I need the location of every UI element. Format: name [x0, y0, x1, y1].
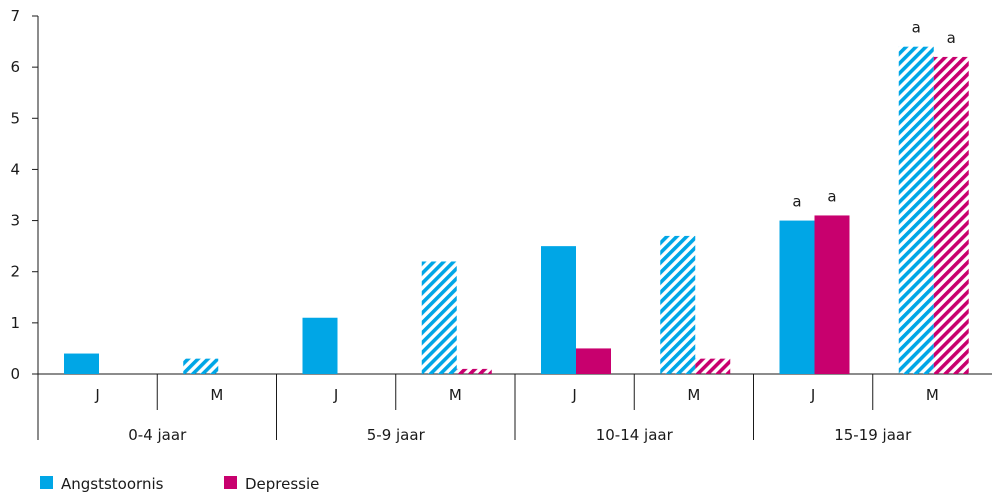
bar-depressie	[576, 348, 611, 374]
bar-annotation: a	[947, 29, 956, 47]
y-tick-label: 5	[10, 109, 20, 127]
y-tick-label: 0	[10, 365, 20, 383]
bar-annotation: a	[827, 187, 836, 205]
bar-angststoornis	[64, 353, 99, 374]
bar-angststoornis	[898, 46, 934, 374]
bar-annotation: a	[912, 19, 921, 37]
x-subcategory-label: M	[210, 386, 223, 404]
bar-depressie	[933, 56, 969, 375]
x-subcategory-label: J	[94, 386, 99, 404]
bar-depressie	[695, 358, 731, 374]
x-subcategory-label: J	[810, 386, 815, 404]
bar-angststoornis	[421, 261, 457, 374]
y-tick-label: 3	[10, 212, 20, 230]
x-group-label: 0-4 jaar	[128, 426, 187, 444]
legend-swatch	[224, 476, 237, 489]
legend-label: Angststoornis	[61, 475, 164, 493]
y-tick-label: 6	[10, 58, 20, 76]
y-tick-label: 2	[10, 263, 20, 281]
bar-depressie	[456, 368, 492, 374]
x-subcategory-label: J	[333, 386, 338, 404]
x-subcategory-label: M	[449, 386, 462, 404]
y-tick-label: 4	[10, 160, 20, 178]
x-group-label: 5-9 jaar	[367, 426, 426, 444]
x-subcategory-label: M	[926, 386, 939, 404]
bar-angststoornis	[660, 235, 696, 374]
legend-label: Depressie	[245, 475, 319, 493]
bars	[64, 46, 969, 375]
x-subcategory-label: J	[571, 386, 576, 404]
y-tick-label: 1	[10, 314, 20, 332]
bar-annotation: a	[792, 193, 801, 211]
bar-angststoornis	[302, 317, 338, 374]
bar-angststoornis	[541, 246, 576, 374]
labels: 0 1 2 3 4 5 6 7 J M J M J M J M 0-4 jaar 5-9 jaar 10-14 ja…	[10, 7, 955, 444]
legend: Angststoornis Depressie	[40, 475, 319, 493]
bar-angststoornis	[183, 358, 219, 374]
x-subcategory-label: M	[687, 386, 700, 404]
x-group-label: 10-14 jaar	[596, 426, 674, 444]
legend-swatch	[40, 476, 53, 489]
bar-depressie	[814, 215, 850, 374]
bar-angststoornis	[779, 220, 815, 374]
y-tick-label: 7	[10, 7, 20, 25]
x-group-label: 15-19 jaar	[834, 426, 912, 444]
